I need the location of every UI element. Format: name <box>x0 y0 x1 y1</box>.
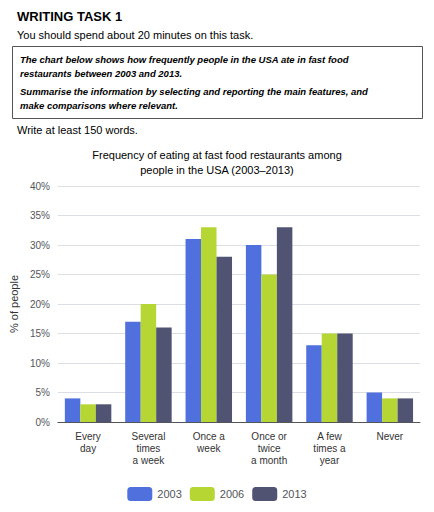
svg-text:25%: 25% <box>30 269 50 280</box>
svg-text:30%: 30% <box>30 240 50 251</box>
svg-text:20%: 20% <box>30 299 50 310</box>
svg-text:40%: 40% <box>30 181 50 192</box>
svg-text:people in the USA (2003–2013): people in the USA (2003–2013) <box>140 164 294 176</box>
svg-text:Frequency of eating at fast fo: Frequency of eating at fast food restaur… <box>92 149 341 161</box>
svg-text:% of people: % of people <box>8 275 20 333</box>
svg-text:2013: 2013 <box>282 488 306 500</box>
svg-text:week: week <box>196 443 221 454</box>
svg-text:a week: a week <box>133 455 166 466</box>
svg-text:15%: 15% <box>30 328 50 339</box>
svg-text:2006: 2006 <box>220 488 244 500</box>
svg-text:Write at least 150 words.: Write at least 150 words. <box>17 124 138 136</box>
svg-text:2003: 2003 <box>157 488 181 500</box>
svg-text:0%: 0% <box>35 417 50 428</box>
svg-text:make comparisons where relevan: make comparisons where relevant. <box>20 100 178 111</box>
svg-text:Once a: Once a <box>193 431 226 442</box>
svg-text:10%: 10% <box>30 358 50 369</box>
svg-text:year: year <box>320 455 340 466</box>
svg-text:day: day <box>80 443 96 454</box>
svg-text:a month: a month <box>251 455 287 466</box>
svg-text:WRITING TASK 1: WRITING TASK 1 <box>17 9 122 24</box>
svg-text:times a: times a <box>313 443 346 454</box>
svg-text:5%: 5% <box>35 387 50 398</box>
svg-text:twice: twice <box>258 443 281 454</box>
svg-text:Several: Several <box>131 431 165 442</box>
svg-text:restaurants between 2003 and 2: restaurants between 2003 and 2013. <box>20 68 182 79</box>
svg-text:The chart below shows how freq: The chart below shows how frequently peo… <box>20 54 349 65</box>
svg-text:times: times <box>136 443 160 454</box>
svg-text:Once or: Once or <box>251 431 287 442</box>
svg-text:You should spend about 20 minu: You should spend about 20 minutes on thi… <box>17 29 253 41</box>
svg-text:35%: 35% <box>30 210 50 221</box>
svg-text:A few: A few <box>317 431 342 442</box>
svg-text:Summarise the information by s: Summarise the information by selecting a… <box>20 86 368 97</box>
svg-text:Never: Never <box>376 431 403 442</box>
svg-text:Every: Every <box>75 431 101 442</box>
